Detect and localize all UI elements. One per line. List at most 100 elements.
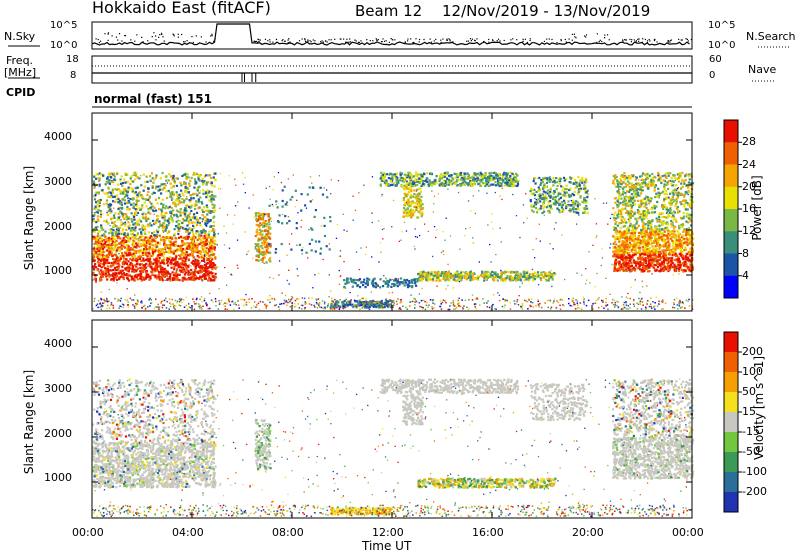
range-cell	[579, 189, 582, 192]
range-cell	[663, 265, 666, 268]
range-cell	[516, 271, 519, 274]
range-cell	[507, 182, 510, 185]
range-cell	[490, 183, 493, 186]
range-cell	[437, 278, 440, 281]
range-cell	[203, 175, 206, 178]
range-cell	[395, 279, 398, 282]
nsearch-point	[259, 39, 261, 41]
range-cell	[106, 192, 109, 195]
range-cell	[453, 274, 456, 277]
range-cell	[132, 239, 135, 242]
range-cell	[147, 211, 150, 214]
range-cell	[164, 207, 167, 210]
range-cell	[179, 208, 182, 211]
range-cell	[113, 258, 116, 261]
range-cell	[377, 304, 380, 308]
range-cell	[544, 194, 547, 197]
range-cell	[561, 207, 565, 210]
range-cell	[177, 263, 180, 266]
nsearch-point	[667, 41, 669, 43]
range-cell	[432, 274, 435, 278]
range-cell	[618, 240, 621, 243]
range-cell	[394, 177, 398, 180]
range-cell	[127, 247, 130, 251]
nsky-tick-low: 10^0	[50, 40, 78, 51]
range-cell	[386, 282, 389, 285]
range-cell	[326, 196, 329, 199]
range-cell	[291, 195, 294, 199]
range-cell	[133, 234, 136, 237]
range-cell	[421, 211, 424, 214]
range-cell	[111, 243, 114, 246]
range-cell	[414, 180, 418, 183]
range-cell	[571, 199, 575, 202]
range-cell	[516, 277, 519, 280]
range-cell	[115, 239, 118, 242]
freq-label-1: Freq.	[6, 54, 34, 67]
range-cell	[142, 270, 145, 273]
range-cell	[110, 180, 113, 184]
range-cell	[121, 197, 124, 201]
range-cell	[546, 189, 550, 192]
nsearch-point	[210, 35, 212, 37]
range-cell	[117, 232, 120, 235]
range-cell	[94, 279, 97, 282]
range-cell	[98, 200, 101, 203]
nsearch-point	[492, 40, 494, 42]
range-cell	[201, 202, 204, 205]
nsearch-point	[257, 38, 259, 40]
range-cell	[300, 209, 303, 212]
nsearch-point	[604, 34, 606, 36]
range-cell	[536, 273, 539, 276]
nsearch-point	[635, 41, 637, 43]
range-cell	[345, 303, 348, 306]
range-cell	[135, 242, 138, 245]
range-cell	[195, 260, 198, 263]
range-cell	[435, 175, 438, 178]
range-cell	[478, 178, 481, 182]
range-cell	[529, 199, 532, 202]
range-cell	[185, 209, 188, 212]
range-cell	[673, 252, 676, 255]
range-cell	[171, 191, 174, 194]
range-cell	[185, 177, 188, 180]
range-cell	[156, 265, 159, 268]
range-cell	[439, 182, 442, 185]
range-cell	[506, 172, 510, 175]
range-cell	[164, 236, 167, 239]
range-cell	[492, 183, 495, 186]
range-cell	[125, 258, 128, 261]
range-cell	[537, 194, 540, 197]
range-cell	[498, 184, 501, 188]
range-cell	[164, 229, 167, 232]
range-cell	[490, 270, 494, 273]
range-cell	[211, 279, 214, 282]
range-cell	[416, 184, 419, 187]
range-cell	[92, 230, 95, 233]
range-cell	[586, 189, 589, 192]
range-cell	[164, 247, 167, 250]
range-cell	[543, 272, 547, 275]
range-cell	[189, 218, 192, 222]
range-cell	[454, 272, 457, 275]
range-cell	[366, 277, 369, 280]
range-cell	[133, 279, 136, 282]
range-cell	[364, 300, 368, 303]
range-cell	[258, 232, 261, 235]
range-cell	[428, 179, 431, 182]
range-cell	[178, 193, 181, 196]
range-cell	[314, 250, 317, 253]
range-cell	[135, 262, 138, 265]
range-cell	[136, 278, 139, 281]
range-cell	[110, 278, 113, 281]
range-cell	[168, 249, 171, 252]
range-cell	[124, 254, 127, 257]
range-cell	[495, 274, 498, 277]
range-cell	[417, 193, 420, 196]
range-cell	[170, 206, 173, 209]
range-cell	[96, 235, 99, 238]
range-cell	[212, 224, 215, 227]
range-cell	[391, 183, 394, 187]
range-cell	[356, 300, 359, 303]
range-cell	[515, 184, 518, 187]
